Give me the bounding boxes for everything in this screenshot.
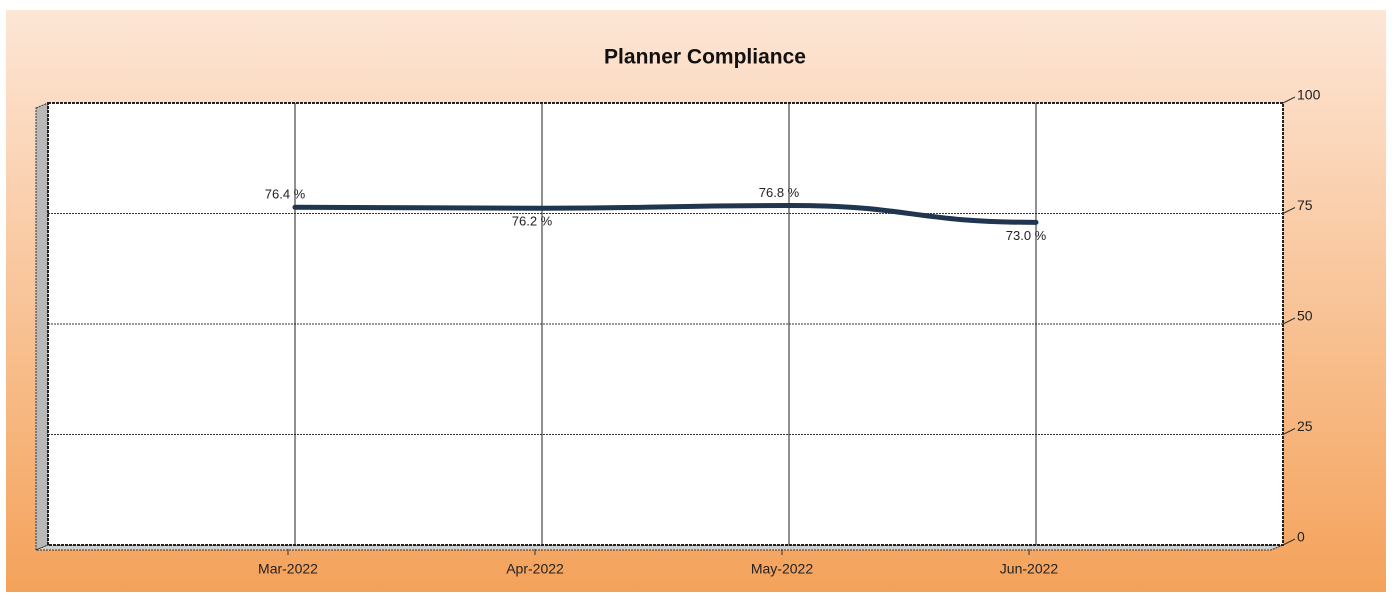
y-tick-label: 75 [1297, 197, 1313, 213]
data-label: 76.8 % [759, 185, 800, 200]
chart-title: Planner Compliance [604, 46, 806, 69]
left-wall [35, 102, 49, 551]
data-label: 76.2 % [512, 214, 553, 229]
x-tick-label: Apr-2022 [506, 561, 564, 577]
y-tick-mark [1282, 428, 1296, 435]
y-tick-mark [1282, 538, 1296, 546]
x-tick-label: May-2022 [751, 561, 813, 577]
x-tick-label: Mar-2022 [258, 561, 318, 577]
series-line [292, 203, 1039, 225]
y-tick-mark [1282, 207, 1296, 214]
data-label: 76.4 % [265, 187, 306, 202]
y-tick-label: 0 [1297, 529, 1305, 545]
data-label: 73.0 % [1006, 228, 1047, 243]
y-tick-mark [1282, 317, 1296, 325]
x-tick-label: Jun-2022 [1000, 561, 1059, 577]
y-tick-label: 100 [1297, 87, 1321, 103]
y-tick-mark [1282, 96, 1296, 104]
y-tick-label: 25 [1297, 418, 1313, 434]
plot-area [47, 102, 1284, 546]
y-tick-label: 50 [1297, 308, 1313, 324]
